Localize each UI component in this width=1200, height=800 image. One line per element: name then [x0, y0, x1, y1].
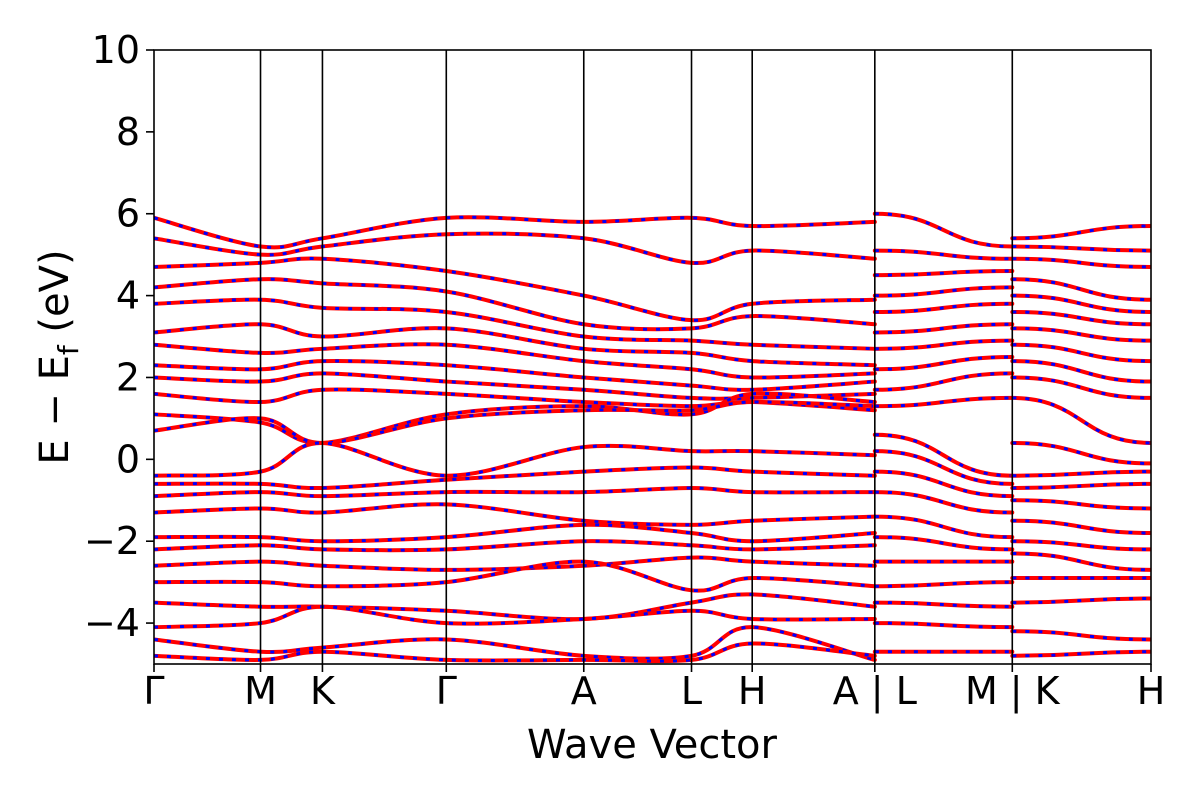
band-line-spin-down: [1012, 629, 1151, 641]
band-line-spin-down: [1012, 539, 1151, 551]
y-tick-label: 4: [116, 274, 140, 318]
band-line-spin-down: [1012, 277, 1151, 302]
x-tick-label: M: [244, 669, 277, 713]
band-line-spin-down: [874, 490, 1013, 515]
band-line-spin-down: [1012, 224, 1151, 240]
band-line-spin-down: [874, 285, 1013, 298]
band-line-spin-down: [1012, 310, 1151, 326]
y-axis-label: E − Ef (eV): [32, 249, 85, 464]
band-line-spin-down: [874, 302, 1013, 314]
band-line-spin-down: [1012, 551, 1151, 572]
band-line-spin-down: [1012, 482, 1151, 490]
band-line-spin-down: [874, 339, 1013, 351]
x-axis-label: Wave Vector: [527, 722, 778, 768]
band-line-spin-down: [874, 470, 1013, 498]
band-line-spin-down: [1012, 294, 1151, 314]
y-tick-label: −4: [84, 601, 140, 645]
y-tick-label: 10: [92, 28, 140, 72]
band-line-spin-down: [1012, 326, 1151, 343]
band-line-spin-down: [1012, 257, 1151, 269]
band-line-spin-down: [1012, 343, 1151, 363]
y-axis-label-unit: (eV): [32, 249, 78, 345]
x-tick-label: Γ: [436, 669, 457, 713]
band-line-spin-down: [874, 601, 1013, 609]
band-line-spin-down: [874, 355, 1013, 371]
band-line-spin-down: [1012, 597, 1151, 605]
plot-frame: [153, 49, 1152, 665]
x-tick-label: H: [738, 669, 767, 713]
band-line-spin-up: [872, 211, 1015, 249]
band-line-spin-down: [1012, 519, 1151, 535]
y-tick-label: 8: [116, 110, 140, 154]
band-line-spin-down: [1012, 359, 1151, 384]
band-line-spin-down: [874, 396, 1013, 408]
band-line-spin-down: [874, 515, 1013, 539]
y-tick-label: −2: [84, 519, 140, 563]
band-line-spin-down: [874, 249, 1013, 261]
kpoint-dividers: [259, 50, 1014, 664]
band-line-spin-down: [874, 621, 1013, 629]
band-line-spin-up: [872, 432, 1015, 478]
y-axis-label-main: E − E: [32, 355, 78, 465]
band-line-spin-down: [1012, 650, 1151, 658]
y-axis-label-sub: f: [52, 344, 85, 355]
band-line-spin-down: [1012, 441, 1151, 465]
band-line-spin-down: [154, 215, 875, 249]
band-line-spin-down: [1012, 375, 1151, 400]
x-tick-label: H: [1137, 669, 1166, 713]
band-line-spin-down: [1012, 244, 1151, 253]
band-line-spin-down: [874, 535, 1013, 551]
band-line-spin-down: [874, 580, 1013, 588]
y-tick-label: 2: [116, 355, 140, 399]
x-tick-label: A | L: [833, 669, 917, 714]
band-line-spin-up: [1010, 395, 1151, 445]
x-tick-label: K: [310, 669, 336, 713]
x-tick-label: Γ: [143, 669, 164, 713]
x-tick-label: M | K: [965, 669, 1061, 714]
band-line-spin-up: [872, 449, 1015, 486]
band-line-spin-down: [154, 232, 875, 265]
band-line-spin-down: [874, 322, 1013, 334]
band-line-spin-down: [154, 400, 875, 445]
band-line-spin-down: [1012, 498, 1151, 510]
band-line-spin-down: [874, 269, 1013, 277]
x-tick-label: L: [681, 669, 702, 713]
x-tick-label: A: [571, 669, 597, 713]
band-line-spin-down: [1012, 470, 1151, 478]
y-axis-ticks: −4 −2 0 2 4 6 8 10: [84, 28, 154, 645]
y-tick-label: 0: [116, 437, 140, 481]
y-tick-label: 6: [116, 192, 140, 236]
band-line-spin-down: [154, 605, 875, 629]
band-line-spin-down: [874, 371, 1013, 392]
